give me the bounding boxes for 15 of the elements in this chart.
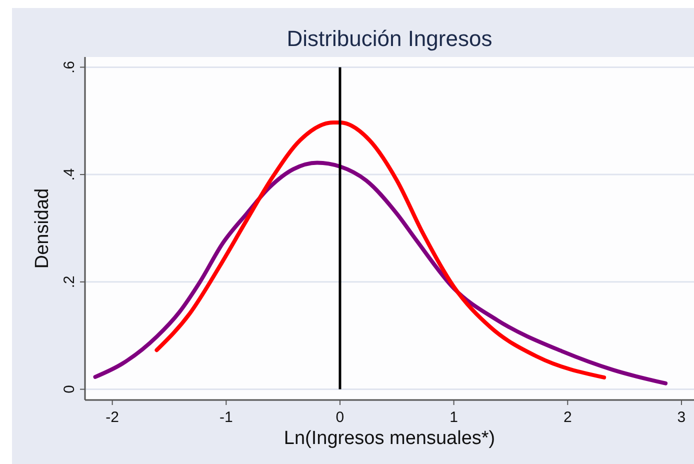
y-axis-title: Densidad: [32, 188, 53, 269]
chart-title: Distribución Ingresos: [286, 26, 492, 51]
y-tick-label: 0: [61, 385, 78, 394]
x-tick-label: 0: [336, 409, 344, 426]
line-series: [154, 120, 606, 380]
x-tick-label: 1: [450, 409, 458, 426]
x-tick-label: 2: [563, 409, 572, 426]
x-tick-label: -1: [219, 409, 233, 426]
line-series: [93, 160, 668, 386]
x-tick-label: -2: [106, 409, 119, 426]
y-tick-label: .4: [61, 168, 78, 181]
y-tick-label: .6: [61, 60, 78, 74]
x-axis-title: Ln(Ingresos mensuales*): [284, 428, 496, 449]
y-tick-label: .2: [61, 276, 78, 288]
x-tick-label: 3: [677, 409, 686, 426]
